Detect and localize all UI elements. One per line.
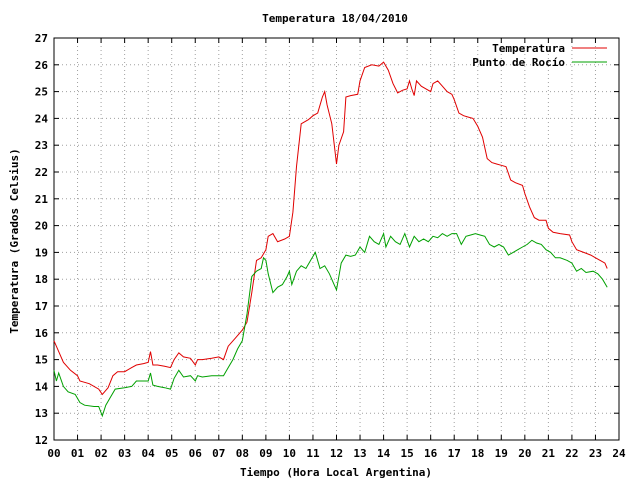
x-tick-label: 22 [565,447,578,460]
x-tick-label: 05 [165,447,178,460]
x-tick-label: 04 [142,447,156,460]
x-tick-label: 20 [518,447,531,460]
y-tick-label: 22 [35,166,48,179]
y-tick-label: 15 [35,354,48,367]
x-tick-label: 01 [71,447,85,460]
series-line-temperatura [53,61,608,396]
y-tick-label: 18 [35,273,48,286]
y-tick-label: 26 [35,59,49,72]
x-tick-label: 11 [306,447,320,460]
y-tick-label: 23 [35,139,48,152]
x-tick-label: 18 [471,447,484,460]
x-tick-label: 21 [542,447,556,460]
legend-label: Temperatura [492,42,565,55]
y-tick-label: 17 [35,300,48,313]
y-tick-label: 21 [35,193,49,206]
y-axis-label: Temperatura (Grados Celsius) [8,148,21,333]
y-tick-label: 20 [35,220,48,233]
data-series [53,61,608,418]
axis-ticks: 00 01 02 03 04 05 06 07 08 09 10 11 12 13 14 15 16 17 18 19… [35,32,626,460]
x-tick-label: 13 [353,447,366,460]
x-tick-label: 15 [401,447,414,460]
y-tick-label: 24 [35,112,49,125]
x-tick-label: 16 [424,447,438,460]
x-tick-label: 09 [259,447,272,460]
x-tick-label: 23 [589,447,602,460]
x-tick-label: 17 [448,447,461,460]
y-tick-label: 16 [35,327,49,340]
legend-label: Punto de Rocío [472,56,565,69]
grid-lines [54,38,619,440]
x-tick-label: 06 [189,447,203,460]
y-tick-label: 12 [35,434,48,447]
y-tick-label: 14 [35,380,49,393]
series-line-punto-de-rocio [53,231,608,418]
x-tick-label: 07 [212,447,225,460]
x-tick-label: 19 [495,447,508,460]
x-tick-label: 08 [236,447,249,460]
y-tick-label: 27 [35,32,48,45]
y-tick-label: 13 [35,407,48,420]
x-tick-label: 12 [330,447,343,460]
x-tick-label: 03 [118,447,131,460]
x-tick-label: 00 [47,447,60,460]
x-tick-label: 24 [612,447,626,460]
x-tick-label: 02 [94,447,107,460]
x-tick-label: 14 [377,447,391,460]
y-tick-label: 25 [35,86,48,99]
x-tick-label: 10 [283,447,296,460]
y-tick-label: 19 [35,246,48,259]
x-axis-label: Tiempo (Hora Local Argentina) [240,466,432,479]
chart-title: Temperatura 18/04/2010 [262,12,408,25]
